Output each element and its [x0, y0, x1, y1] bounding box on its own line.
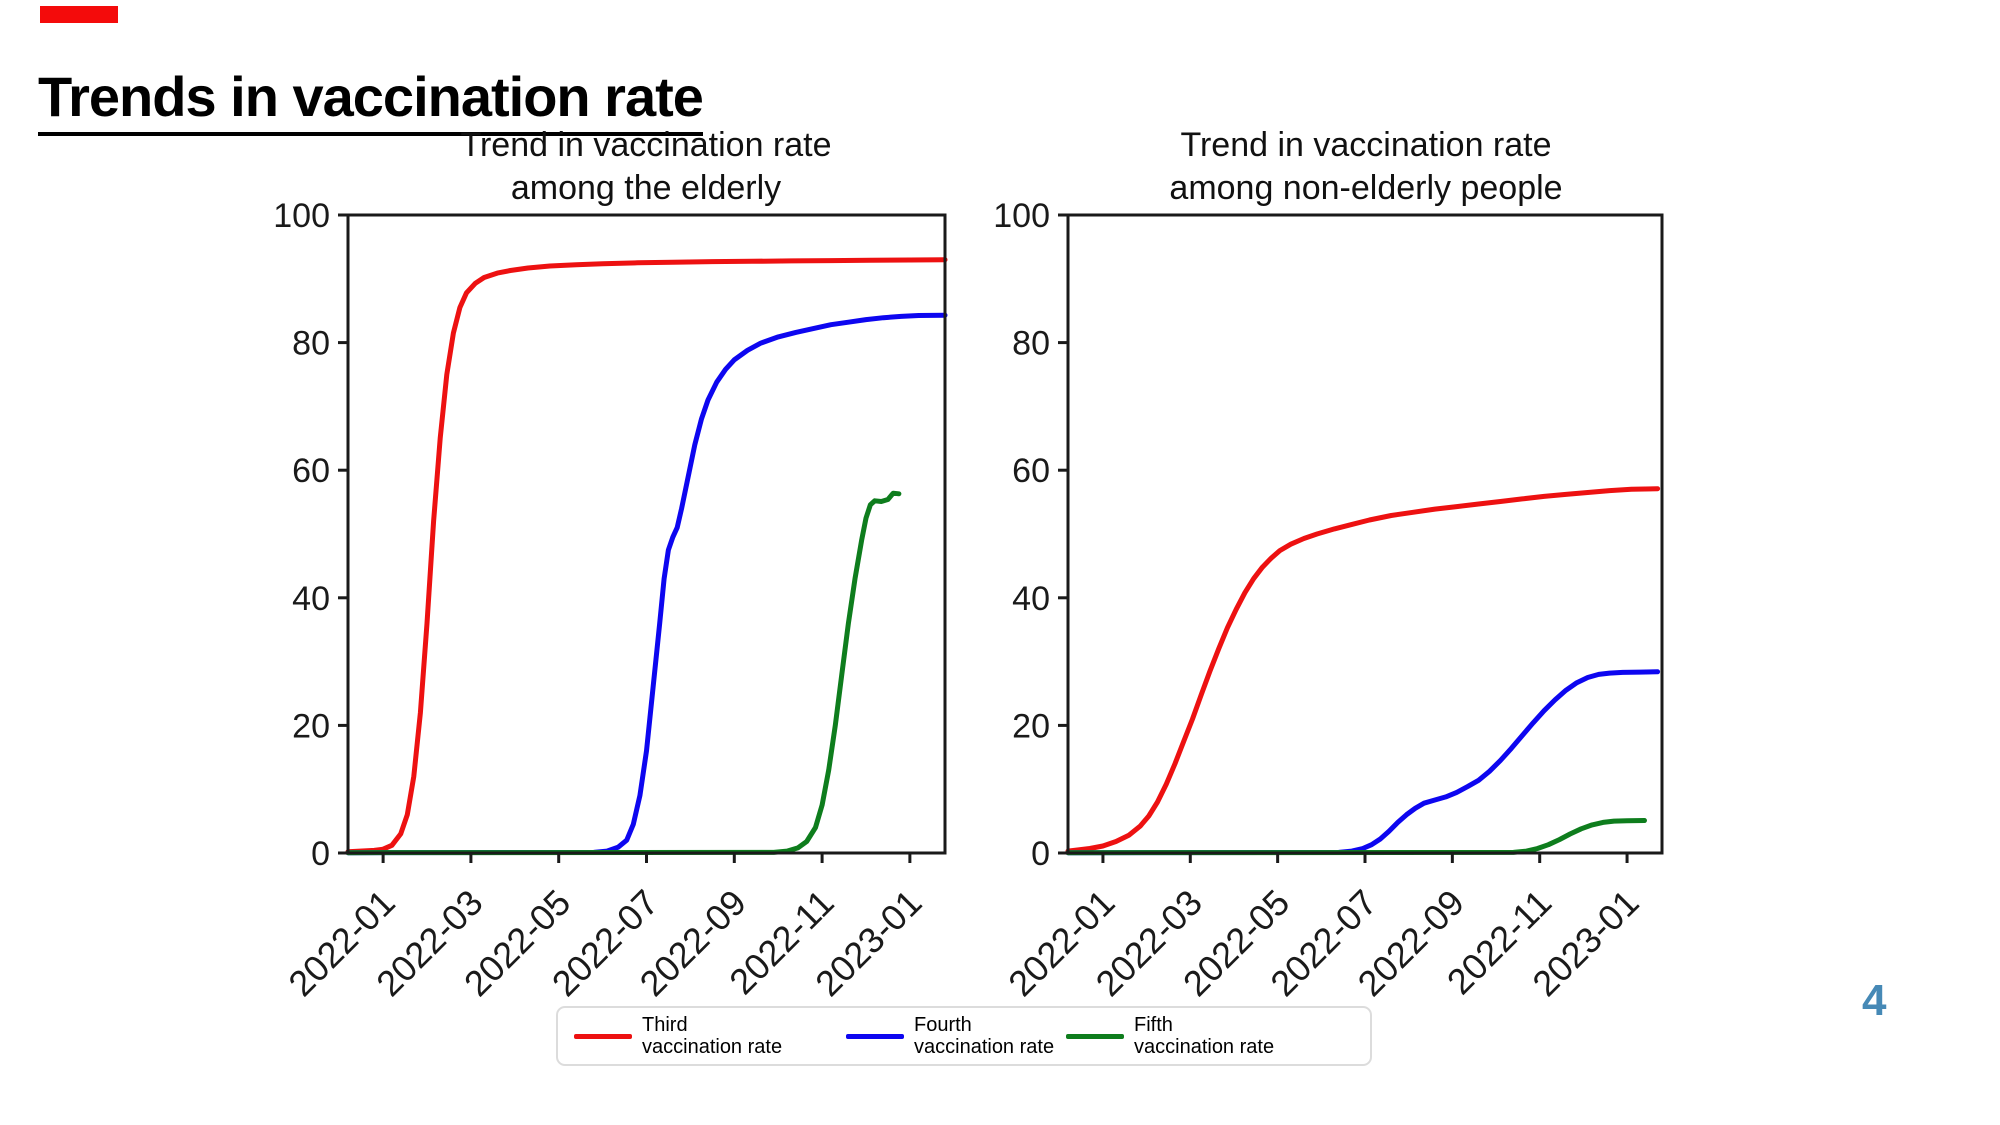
- legend-label-fifth-line2: vaccination rate: [1134, 1036, 1275, 1058]
- elderly-chart-title-line2: among the elderly: [510, 168, 782, 207]
- fourth-vaccination-rate-line: [345, 312, 948, 856]
- legend-item-fourth-dose: Fourth vaccination rate: [846, 1008, 1054, 1064]
- page-number: 4: [1862, 976, 1887, 1025]
- page-title: Trends in vaccination rate: [38, 65, 704, 137]
- fifth-vaccination-rate-line: [1065, 818, 1647, 856]
- legend-label-third-line2: vaccination rate: [642, 1036, 783, 1058]
- y-tick-label: 100: [993, 197, 1050, 235]
- y-tick-label: 40: [292, 580, 330, 618]
- legend-label-fifth-line1: Fifth: [1134, 1013, 1173, 1036]
- third-vaccination-rate-line: [1065, 486, 1661, 854]
- legend-item-third-dose: Third vaccination rate: [574, 1008, 782, 1064]
- elderly-chart: 0204060801002022-012022-032022-052022-07…: [273, 197, 948, 1004]
- non-elderly-chart: 0204060801002022-012022-032022-052022-07…: [993, 197, 1664, 1004]
- third-vaccination-rate-line: [345, 257, 948, 855]
- y-tick-label: 20: [292, 707, 330, 745]
- non-elderly-chart-title: Trend in vaccination rate among non-elde…: [1066, 124, 1666, 209]
- fourth-dose-line-swatch: [846, 1033, 904, 1039]
- legend-label-fourth: Fourth vaccination rate: [914, 1014, 1054, 1059]
- fourth-vaccination-rate-line: [1065, 669, 1661, 856]
- legend-label-third: Third vaccination rate: [642, 1014, 782, 1059]
- plot-frame: [1066, 213, 1664, 855]
- slide-accent-marker: [40, 6, 118, 23]
- y-tick-label: 100: [273, 197, 330, 235]
- legend-label-fourth-line1: Fourth: [914, 1013, 972, 1036]
- elderly-chart-title: Trend in vaccination rate among the elde…: [346, 124, 946, 209]
- fifth-dose-line-swatch: [1066, 1033, 1124, 1039]
- y-tick-label: 20: [1012, 707, 1050, 745]
- third-dose-line-swatch: [574, 1033, 632, 1039]
- legend-label-fourth-line2: vaccination rate: [914, 1036, 1055, 1058]
- chart-legend: Third vaccination rate Fourth vaccinatio…: [556, 1006, 1372, 1066]
- y-tick-label: 40: [1012, 580, 1050, 618]
- y-tick-label: 0: [1031, 835, 1050, 873]
- y-tick-label: 0: [311, 835, 330, 873]
- y-tick-label: 60: [1012, 452, 1050, 490]
- y-tick-label: 80: [1012, 325, 1050, 363]
- y-tick-label: 80: [292, 325, 330, 363]
- legend-item-fifth-dose: Fifth vaccination rate: [1066, 1008, 1274, 1064]
- non-elderly-chart-title-line2: among non-elderly people: [1169, 168, 1563, 207]
- y-tick-label: 60: [292, 452, 330, 490]
- elderly-chart-title-line1: Trend in vaccination rate: [460, 126, 832, 164]
- legend-label-fifth: Fifth vaccination rate: [1134, 1014, 1274, 1059]
- legend-label-third-line1: Third: [642, 1013, 688, 1036]
- fifth-vaccination-rate-line: [345, 490, 902, 856]
- non-elderly-chart-title-line1: Trend in vaccination rate: [1180, 126, 1552, 164]
